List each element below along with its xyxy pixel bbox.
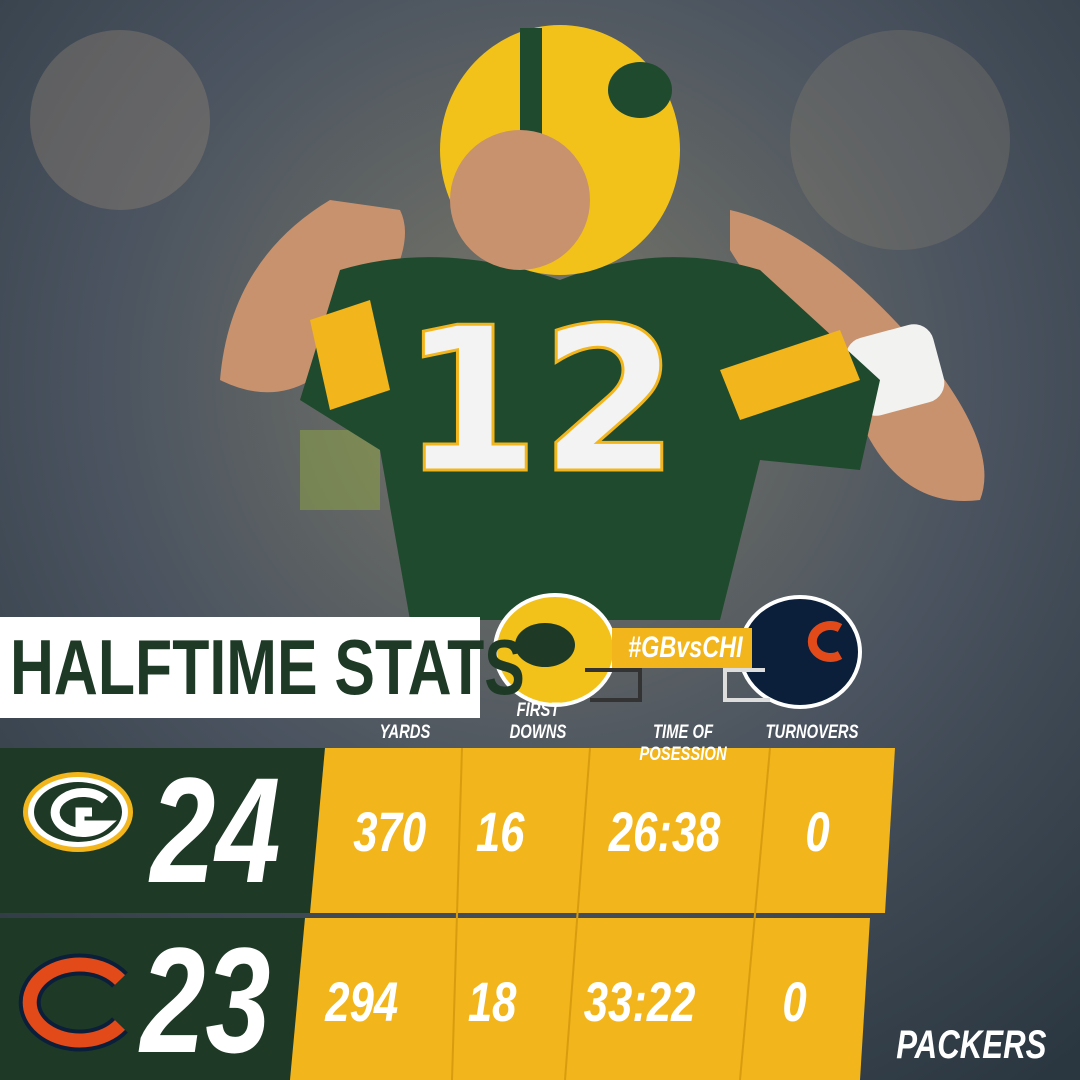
score: 23 <box>139 916 271 1080</box>
score-cell: 24 <box>105 750 325 910</box>
title: HALFTIME STATS <box>10 623 525 711</box>
stat-value-cell: 0 <box>728 802 908 862</box>
score: 24 <box>149 746 281 914</box>
column-header-cell: FIRST DOWNS <box>458 700 618 744</box>
stat-value: 0 <box>782 970 808 1033</box>
stat-value: 18 <box>467 970 517 1033</box>
jersey-number: 12 <box>401 285 679 518</box>
stat-value-cell: 0 <box>705 972 885 1032</box>
title-panel: HALFTIME STATS <box>0 617 525 718</box>
column-header: FIRST DOWNS <box>509 700 567 743</box>
hashtag: #GBvsCHI <box>628 631 743 664</box>
hashtag-panel: #GBvsCHI <box>612 628 752 668</box>
stat-value: 0 <box>805 800 831 863</box>
stat-value-cell: 294 <box>272 972 452 1032</box>
stat-value-cell: 33:22 <box>550 972 730 1032</box>
column-header: TIME OF POSESSION <box>639 722 727 765</box>
stat-value-cell: 26:38 <box>575 802 755 862</box>
stat-value: 370 <box>353 800 427 863</box>
stat-value: 294 <box>325 970 399 1033</box>
column-header-cell: TOTAL YARDS <box>325 700 485 744</box>
stat-value-cell: 18 <box>402 972 582 1032</box>
column-header-cell: TURNOVERS <box>732 722 892 744</box>
stat-value: 16 <box>475 800 525 863</box>
brand: PACKERS <box>875 1023 1068 1068</box>
column-header: TURNOVERS <box>765 722 859 743</box>
stat-value: 26:38 <box>609 800 721 863</box>
column-header-cell: TIME OF POSESSION <box>603 716 763 766</box>
score-cell: 23 <box>95 920 315 1080</box>
stat-value-cell: 370 <box>300 802 480 862</box>
brand-text: PACKERS <box>896 1023 1047 1067</box>
stat-value: 33:22 <box>584 970 696 1033</box>
column-header: TOTAL YARDS <box>379 700 431 743</box>
stat-value-cell: 16 <box>410 802 590 862</box>
